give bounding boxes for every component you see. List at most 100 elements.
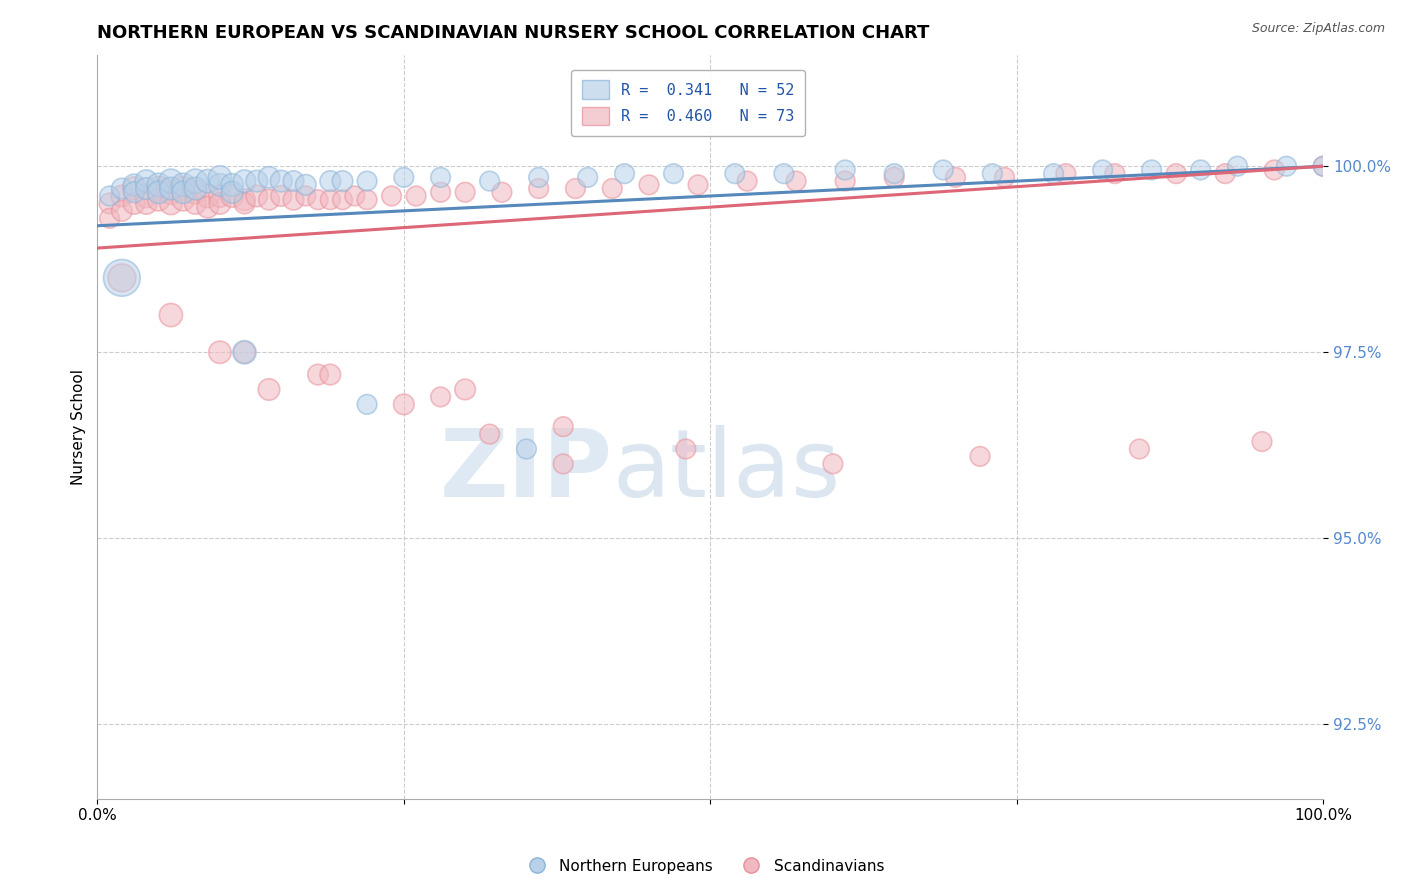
Point: [197, 189, 219, 203]
Point: [1226, 159, 1249, 173]
Point: [233, 345, 256, 359]
Point: [246, 189, 269, 203]
Text: NORTHERN EUROPEAN VS SCANDINAVIAN NURSERY SCHOOL CORRELATION CHART: NORTHERN EUROPEAN VS SCANDINAVIAN NURSER…: [97, 24, 929, 42]
Point: [98, 211, 121, 226]
Point: [307, 193, 329, 207]
Point: [172, 193, 194, 207]
Point: [491, 186, 513, 200]
Point: [184, 181, 207, 195]
Point: [821, 457, 844, 471]
Point: [208, 345, 231, 359]
Point: [270, 189, 292, 203]
Point: [319, 193, 342, 207]
Point: [773, 167, 796, 181]
Point: [294, 178, 316, 192]
Point: [1140, 163, 1163, 178]
Point: [576, 170, 599, 185]
Point: [135, 189, 157, 203]
Point: [392, 170, 415, 185]
Point: [553, 419, 575, 434]
Point: [257, 383, 280, 397]
Point: [600, 181, 623, 195]
Point: [429, 390, 451, 404]
Point: [294, 189, 316, 203]
Point: [208, 170, 231, 185]
Point: [111, 181, 134, 195]
Point: [1275, 159, 1298, 173]
Point: [724, 167, 747, 181]
Point: [283, 193, 305, 207]
Point: [343, 189, 366, 203]
Point: [834, 163, 856, 178]
Point: [785, 174, 807, 188]
Point: [98, 196, 121, 211]
Point: [883, 170, 905, 185]
Point: [883, 167, 905, 181]
Point: [381, 189, 404, 203]
Point: [221, 186, 243, 200]
Text: atlas: atlas: [612, 425, 841, 517]
Point: [160, 308, 183, 322]
Point: [478, 427, 501, 442]
Point: [454, 186, 477, 200]
Point: [257, 170, 280, 185]
Point: [686, 178, 709, 192]
Point: [197, 200, 219, 214]
Point: [662, 167, 685, 181]
Point: [1251, 434, 1274, 449]
Point: [1213, 167, 1236, 181]
Point: [111, 203, 134, 218]
Point: [515, 442, 537, 456]
Legend: R =  0.341   N = 52, R =  0.460   N = 73: R = 0.341 N = 52, R = 0.460 N = 73: [571, 70, 806, 136]
Point: [1042, 167, 1064, 181]
Point: [429, 186, 451, 200]
Point: [527, 181, 550, 195]
Point: [993, 170, 1015, 185]
Point: [233, 345, 256, 359]
Point: [356, 174, 378, 188]
Point: [122, 181, 145, 195]
Point: [356, 397, 378, 411]
Point: [122, 196, 145, 211]
Point: [1166, 167, 1188, 181]
Point: [319, 174, 342, 188]
Point: [454, 383, 477, 397]
Point: [1312, 159, 1334, 173]
Point: [1189, 163, 1212, 178]
Point: [148, 178, 170, 192]
Point: [429, 170, 451, 185]
Point: [197, 174, 219, 188]
Point: [172, 181, 194, 195]
Point: [246, 174, 269, 188]
Point: [135, 181, 157, 195]
Point: [1091, 163, 1114, 178]
Point: [172, 186, 194, 200]
Point: [221, 189, 243, 203]
Point: [932, 163, 955, 178]
Point: [270, 174, 292, 188]
Point: [332, 193, 354, 207]
Point: [148, 186, 170, 200]
Point: [1104, 167, 1126, 181]
Point: [184, 186, 207, 200]
Point: [1312, 159, 1334, 173]
Point: [478, 174, 501, 188]
Point: [233, 193, 256, 207]
Text: Source: ZipAtlas.com: Source: ZipAtlas.com: [1251, 22, 1385, 36]
Point: [122, 178, 145, 192]
Point: [735, 174, 758, 188]
Point: [981, 167, 1004, 181]
Point: [527, 170, 550, 185]
Point: [675, 442, 697, 456]
Point: [111, 189, 134, 203]
Text: ZIP: ZIP: [439, 425, 612, 517]
Legend: Northern Europeans, Scandinavians: Northern Europeans, Scandinavians: [515, 853, 891, 880]
Point: [356, 193, 378, 207]
Point: [1128, 442, 1150, 456]
Point: [1263, 163, 1285, 178]
Point: [184, 174, 207, 188]
Point: [135, 196, 157, 211]
Point: [613, 167, 636, 181]
Point: [834, 174, 856, 188]
Point: [319, 368, 342, 382]
